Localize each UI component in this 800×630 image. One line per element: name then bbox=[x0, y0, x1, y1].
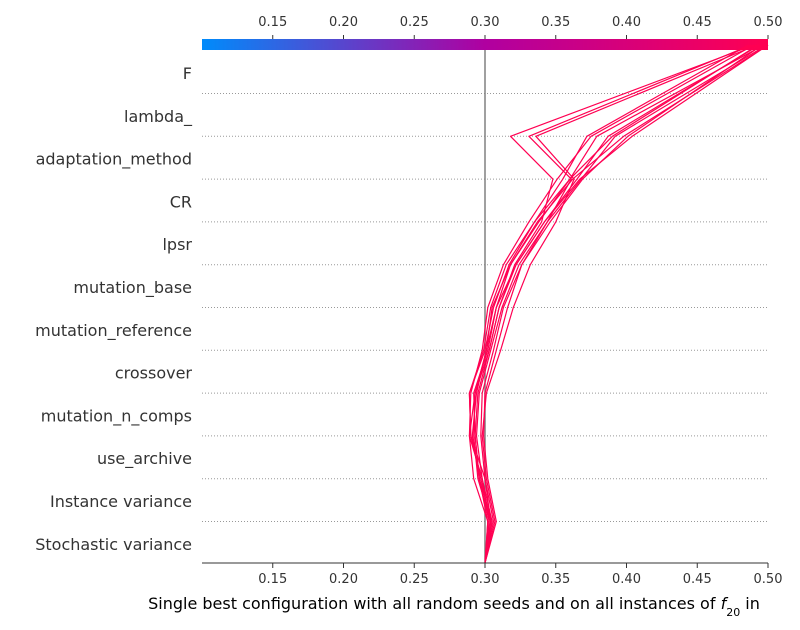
bottom-tick-label: 0.30 bbox=[471, 572, 500, 587]
feature-label: Stochastic variance bbox=[35, 535, 192, 554]
feature-label: lambda_ bbox=[124, 107, 193, 127]
top-tick-label: 0.15 bbox=[258, 15, 287, 30]
top-axis-ticks: 0.15 0.20 0.25 0.30 0.35 0.40 0.45 0.50 bbox=[258, 15, 782, 39]
top-tick-label: 0.30 bbox=[471, 15, 500, 30]
decision-line bbox=[474, 44, 760, 564]
top-tick-label: 0.25 bbox=[400, 15, 429, 30]
feature-label: Instance variance bbox=[50, 492, 192, 511]
feature-label: mutation_base bbox=[73, 278, 192, 298]
top-tick-label: 0.20 bbox=[329, 15, 358, 30]
decision-lines bbox=[468, 44, 769, 564]
decision-line bbox=[468, 44, 755, 564]
feature-label: mutation_n_comps bbox=[41, 406, 192, 426]
decision-line bbox=[471, 44, 769, 564]
bottom-axis-ticks: 0.15 0.20 0.25 0.30 0.35 0.40 0.45 0.50 bbox=[258, 563, 782, 587]
top-tick-label: 0.45 bbox=[683, 15, 712, 30]
bottom-tick-label: 0.20 bbox=[329, 572, 358, 587]
feature-label: crossover bbox=[115, 364, 193, 383]
top-tick-label: 0.40 bbox=[612, 15, 641, 30]
decision-line bbox=[468, 44, 749, 564]
feature-label: adaptation_method bbox=[36, 150, 192, 170]
top-tick-label: 0.35 bbox=[541, 15, 570, 30]
x-axis-label: Single best configuration with all rando… bbox=[148, 594, 760, 619]
bottom-tick-label: 0.15 bbox=[258, 572, 287, 587]
feature-label: lpsr bbox=[162, 235, 192, 254]
decision-line bbox=[473, 44, 769, 564]
feature-label: CR bbox=[170, 192, 192, 211]
bottom-tick-label: 0.35 bbox=[541, 572, 570, 587]
value-colorbar bbox=[202, 39, 768, 50]
decision-line bbox=[468, 44, 755, 564]
bottom-tick-label: 0.45 bbox=[683, 572, 712, 587]
bottom-tick-label: 0.40 bbox=[612, 572, 641, 587]
feature-label: mutation_reference bbox=[35, 321, 192, 341]
feature-label: use_archive bbox=[97, 449, 192, 469]
top-tick-label: 0.50 bbox=[754, 15, 783, 30]
decision-line bbox=[483, 44, 763, 564]
decision-line bbox=[468, 44, 759, 564]
decision-line bbox=[473, 44, 765, 564]
decision-line bbox=[481, 44, 757, 564]
feature-label: F bbox=[183, 64, 192, 83]
bottom-tick-label: 0.25 bbox=[400, 572, 429, 587]
bottom-tick-label: 0.50 bbox=[754, 572, 783, 587]
